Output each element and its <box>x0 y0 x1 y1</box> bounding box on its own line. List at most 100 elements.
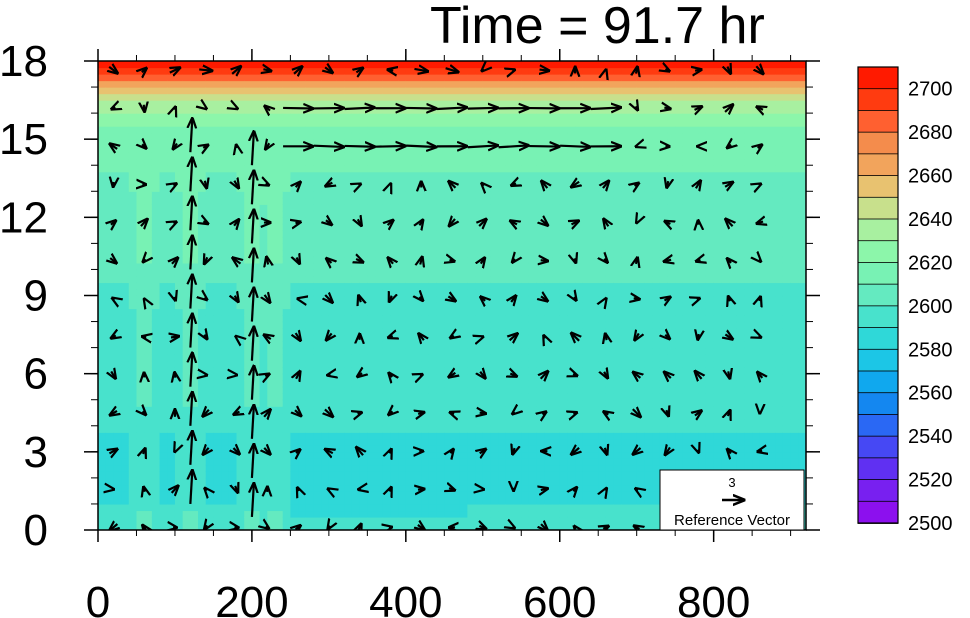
field-cell <box>136 236 145 244</box>
field-cell <box>598 269 607 277</box>
field-cell <box>251 282 261 290</box>
field-cell <box>359 282 368 290</box>
field-cell <box>590 341 599 349</box>
field-cell <box>613 497 622 505</box>
field-cell <box>575 243 584 251</box>
field-cell <box>190 451 199 459</box>
field-cell <box>359 223 368 231</box>
field-cell <box>182 282 191 290</box>
field-cell <box>221 132 230 140</box>
field-cell <box>244 341 253 349</box>
field-cell <box>321 243 330 251</box>
field-cell <box>575 165 584 173</box>
field-cell <box>467 74 476 82</box>
field-cell <box>621 269 630 277</box>
field-cell <box>267 93 276 101</box>
field-cell <box>267 113 276 121</box>
field-cell <box>313 256 322 264</box>
field-cell <box>290 243 299 251</box>
field-cell <box>498 158 507 166</box>
field-cell <box>405 412 415 420</box>
field-cell <box>113 132 122 140</box>
field-cell <box>405 302 415 310</box>
field-cell <box>436 516 445 525</box>
field-cell <box>159 171 168 179</box>
field-cell <box>298 328 307 336</box>
field-cell <box>336 484 345 492</box>
field-cell <box>605 113 615 121</box>
field-cell <box>452 197 461 205</box>
field-cell <box>436 197 445 205</box>
field-cell <box>536 315 545 323</box>
field-cell <box>552 282 561 290</box>
field-cell <box>552 334 561 342</box>
field-cell <box>290 204 299 212</box>
field-cell <box>259 341 268 349</box>
field-cell <box>559 87 569 95</box>
field-cell <box>267 347 276 355</box>
field-cell <box>428 236 438 244</box>
field-cell <box>105 516 114 525</box>
field-cell <box>113 328 122 336</box>
field-cell <box>559 328 569 336</box>
field-cell <box>98 184 107 192</box>
field-cell <box>475 380 484 388</box>
field-cell <box>459 451 468 459</box>
field-cell <box>559 354 569 362</box>
field-cell <box>413 432 422 440</box>
field-cell <box>328 100 338 108</box>
field-cell <box>159 477 168 486</box>
field-cell <box>282 132 291 140</box>
field-cell <box>359 236 368 244</box>
field-cell <box>505 510 515 518</box>
field-cell <box>544 315 553 323</box>
field-cell <box>328 315 338 323</box>
field-cell <box>359 328 368 336</box>
field-cell <box>552 516 561 525</box>
field-cell <box>113 262 122 271</box>
field-cell <box>128 145 138 153</box>
field-cell <box>421 126 430 134</box>
field-cell <box>136 419 145 427</box>
field-cell <box>513 204 522 212</box>
field-cell <box>459 438 468 446</box>
field-cell <box>151 126 161 134</box>
field-cell <box>182 191 191 199</box>
field-cell <box>582 119 592 127</box>
field-cell <box>398 334 407 342</box>
field-cell <box>174 243 184 251</box>
field-cell <box>544 275 553 284</box>
field-cell <box>513 171 522 179</box>
field-cell <box>613 354 622 362</box>
field-cell <box>321 80 330 88</box>
field-cell <box>536 334 545 342</box>
field-cell <box>375 184 384 192</box>
field-cell <box>236 139 245 147</box>
field-cell <box>251 165 261 173</box>
field-cell <box>344 178 353 186</box>
field-cell <box>590 191 599 199</box>
field-cell <box>428 132 438 140</box>
field-cell <box>344 145 353 153</box>
field-cell <box>159 197 168 205</box>
field-cell <box>359 126 368 134</box>
field-cell <box>205 497 215 505</box>
field-cell <box>251 302 261 310</box>
field-cell <box>144 210 153 218</box>
field-cell <box>174 419 184 427</box>
field-cell <box>452 139 461 147</box>
field-cell <box>575 315 584 323</box>
field-cell <box>544 510 553 518</box>
field-cell <box>305 139 315 147</box>
field-cell <box>351 100 361 108</box>
field-cell <box>159 67 168 75</box>
field-cell <box>105 477 114 486</box>
field-cell <box>159 412 168 420</box>
field-cell <box>198 354 207 362</box>
field-cell <box>159 354 168 362</box>
field-cell <box>151 269 161 277</box>
field-cell <box>567 406 576 414</box>
field-cell <box>598 497 607 505</box>
field-cell <box>174 510 184 518</box>
field-cell <box>336 223 345 231</box>
